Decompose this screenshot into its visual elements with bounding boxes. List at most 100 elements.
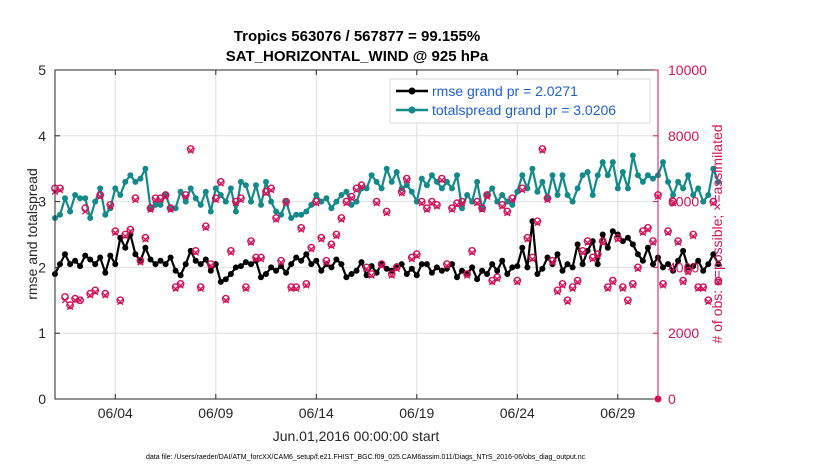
obs-assimilated-marker xyxy=(428,199,436,207)
rmse-point xyxy=(242,259,249,266)
totalspread-point xyxy=(454,172,460,179)
totalspread-point xyxy=(715,178,722,185)
rmse-point xyxy=(182,261,189,268)
obs-possible-marker xyxy=(282,197,290,206)
rmse-point xyxy=(237,263,244,270)
totalspread-point xyxy=(680,185,687,192)
obs-possible-marker xyxy=(593,250,602,259)
obs-assimilated-marker xyxy=(624,298,632,306)
obs-assimilated-marker xyxy=(609,278,617,286)
rmse-point xyxy=(227,271,234,277)
x-tick-label: 06/29 xyxy=(600,405,635,421)
obs-possible-marker xyxy=(644,223,652,232)
obs-possible-marker xyxy=(402,174,411,183)
obs-assimilated-marker xyxy=(212,196,220,204)
rmse-point xyxy=(147,256,154,263)
x-axis-label: Jun.01,2016 00:00:00 start xyxy=(273,428,440,444)
obs-assimilated-marker xyxy=(172,285,179,293)
totalspread-point xyxy=(378,185,385,192)
obs-possible-marker xyxy=(181,191,190,199)
obs-possible-marker xyxy=(382,207,391,216)
obs-assimilated-marker xyxy=(107,203,114,210)
obs-assimilated-marker xyxy=(539,147,546,154)
obs-assimilated-marker xyxy=(503,209,511,217)
totalspread-point xyxy=(232,208,239,215)
obs-possible-marker xyxy=(236,194,245,203)
obs-assimilated-marker xyxy=(438,176,446,184)
obs-possible-marker xyxy=(332,230,341,239)
rmse-point xyxy=(333,256,340,263)
rmse-point xyxy=(122,244,129,251)
rmse-point xyxy=(660,264,666,271)
obs-assimilated-marker xyxy=(584,239,591,246)
totalspread-point xyxy=(368,172,375,179)
obs-assimilated-marker xyxy=(252,255,260,263)
obs-possible-marker xyxy=(101,289,110,298)
totalspread-point xyxy=(82,195,89,202)
obs-assimilated-marker xyxy=(418,199,426,207)
rmse-point xyxy=(263,271,269,277)
totalspread-point xyxy=(403,182,410,189)
obs-assimilated-marker xyxy=(76,297,84,304)
legend-label-totalspread: totalspread grand pr = 3.0206 xyxy=(432,102,616,118)
obs-possible-marker xyxy=(442,260,451,268)
obs-possible-marker xyxy=(684,266,692,275)
obs-assimilated-marker xyxy=(498,203,506,210)
rmse-point xyxy=(474,276,481,283)
totalspread-point xyxy=(157,201,164,208)
totalspread-point xyxy=(343,188,350,195)
obs-assimilated-marker xyxy=(473,199,481,207)
rmse-point xyxy=(408,265,415,272)
totalspread-point xyxy=(388,178,395,185)
obs-possible-marker xyxy=(533,217,542,226)
obs-possible-marker xyxy=(463,270,471,278)
obs-assimilated-marker xyxy=(629,282,637,289)
obs-assimilated-marker xyxy=(96,193,104,200)
y-right-tick-label: 10000 xyxy=(668,62,707,78)
obs-possible-marker xyxy=(412,250,421,259)
totalspread-point xyxy=(579,172,586,179)
totalspread-point xyxy=(529,165,536,172)
totalspread-point xyxy=(408,188,415,195)
totalspread-point xyxy=(459,205,465,212)
rmse-point xyxy=(318,267,325,274)
obs-possible-marker xyxy=(704,296,713,305)
rmse-point xyxy=(665,261,671,268)
rmse-point xyxy=(469,264,476,271)
rmse-point xyxy=(619,238,626,245)
obs-possible-marker xyxy=(76,296,85,305)
rmse-point xyxy=(107,252,114,259)
obs-possible-marker xyxy=(372,197,381,206)
obs-possible-marker xyxy=(397,187,406,196)
obs-possible-marker xyxy=(106,200,115,209)
totalspread-point xyxy=(474,178,481,185)
totalspread-point xyxy=(665,178,671,185)
totalspread-point xyxy=(212,185,219,192)
obs-possible-marker xyxy=(422,204,431,213)
obs-possible-marker xyxy=(709,197,718,206)
totalspread-point xyxy=(634,172,641,179)
obs-possible-marker xyxy=(634,263,642,272)
obs-assimilated-marker xyxy=(388,272,395,279)
rmse-point xyxy=(670,267,677,274)
y-axis-label-right: # of obs: o=possible; ×=assimilated xyxy=(709,124,725,343)
rmse-point xyxy=(398,261,405,268)
totalspread-point xyxy=(177,188,184,195)
rmse-point xyxy=(172,267,179,274)
rmse-point xyxy=(680,247,687,254)
obs-assimilated-marker xyxy=(127,227,134,235)
rmse-point xyxy=(524,264,531,271)
obs-possible-marker xyxy=(206,260,215,268)
rmse-point xyxy=(378,261,385,268)
totalspread-point xyxy=(644,172,651,179)
totalspread-point xyxy=(167,205,174,212)
rmse-point xyxy=(117,234,124,241)
totalspread-point xyxy=(182,198,189,205)
totalspread-point xyxy=(112,185,119,192)
totalspread-point xyxy=(539,178,546,185)
obs-possible-marker xyxy=(337,214,346,222)
obs-possible-marker xyxy=(362,263,371,272)
obs-possible-marker xyxy=(583,237,592,246)
obs-possible-marker xyxy=(91,286,100,295)
totalspread-point xyxy=(313,192,320,198)
